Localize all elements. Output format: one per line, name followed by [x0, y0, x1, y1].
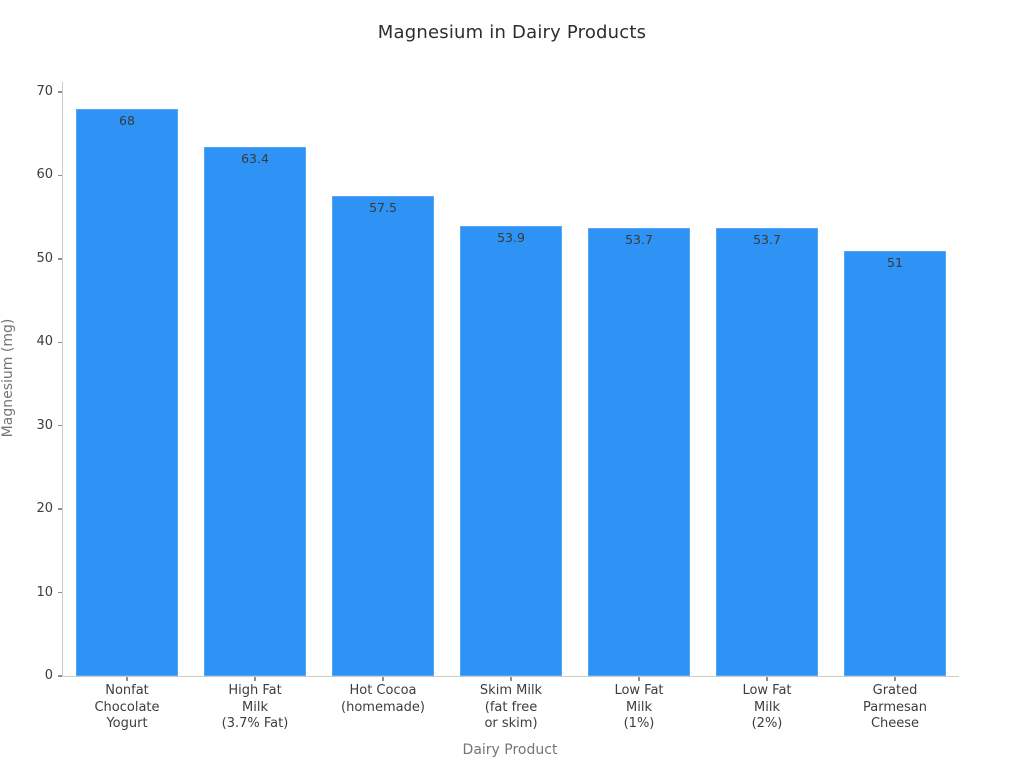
x-tick-mark — [126, 677, 128, 682]
x-tick-label: Skim Milk (fat free or skim) — [479, 683, 543, 731]
x-tick-mark — [510, 677, 512, 682]
bar-value-label: 63.4 — [241, 151, 269, 167]
x-tick-mark — [766, 677, 768, 682]
y-tick-mark — [57, 91, 62, 93]
bar-value-label: 51 — [887, 254, 903, 270]
x-tick-label: High Fat Milk (3.7% Fat) — [221, 683, 289, 731]
x-tick-label: Grated Parmesan Cheese — [863, 683, 927, 731]
chart-title: Magnesium in Dairy Products — [377, 22, 647, 43]
bar — [331, 196, 435, 676]
y-tick-mark — [57, 174, 62, 177]
y-tick-label: 10 — [36, 584, 53, 600]
x-tick-label: Low Fat Milk (2%) — [742, 683, 792, 731]
y-tick-label: 70 — [36, 84, 53, 99]
bar-value-label: 53.7 — [753, 231, 781, 247]
x-tick-mark — [254, 677, 256, 682]
bar — [843, 250, 947, 676]
x-tick-mark — [638, 677, 640, 682]
plot-area: 0 10 20 30 40 50 60 70 68 Nonfat Chocolate Yogurt… — [36, 82, 959, 731]
x-tick-mark — [894, 677, 896, 682]
y-axis-label: Magnesium (mg) — [0, 318, 16, 438]
y-tick-label: 20 — [36, 501, 53, 517]
bar-value-label: 53.7 — [625, 231, 653, 247]
y-tick-mark — [57, 425, 62, 427]
y-tick-mark — [57, 675, 62, 677]
bar — [459, 226, 563, 676]
bar — [203, 147, 307, 676]
y-tick-label: 60 — [36, 167, 53, 183]
bar — [75, 108, 179, 676]
y-tick-mark — [57, 258, 62, 260]
bar-value-label: 57.5 — [369, 200, 397, 216]
y-tick-label: 0 — [44, 668, 53, 683]
y-tick-mark — [57, 591, 62, 594]
x-tick-mark — [382, 677, 384, 682]
x-axis-label: Dairy Product — [462, 742, 558, 758]
x-tick-label: Nonfat Chocolate Yogurt — [94, 683, 160, 731]
y-tick-label: 40 — [36, 334, 53, 350]
y-tick-label: 30 — [36, 417, 53, 433]
x-tick-label: Hot Cocoa (homemade) — [341, 683, 425, 715]
x-tick-label: Low Fat Milk (1%) — [614, 683, 664, 731]
y-tick-mark — [57, 341, 62, 343]
bar-value-label: 53.9 — [497, 230, 525, 246]
bar-value-label: 68 — [119, 112, 135, 128]
y-tick-mark — [57, 508, 62, 510]
bar — [587, 228, 691, 676]
y-tick-label: 50 — [36, 250, 53, 266]
bar — [715, 228, 819, 676]
